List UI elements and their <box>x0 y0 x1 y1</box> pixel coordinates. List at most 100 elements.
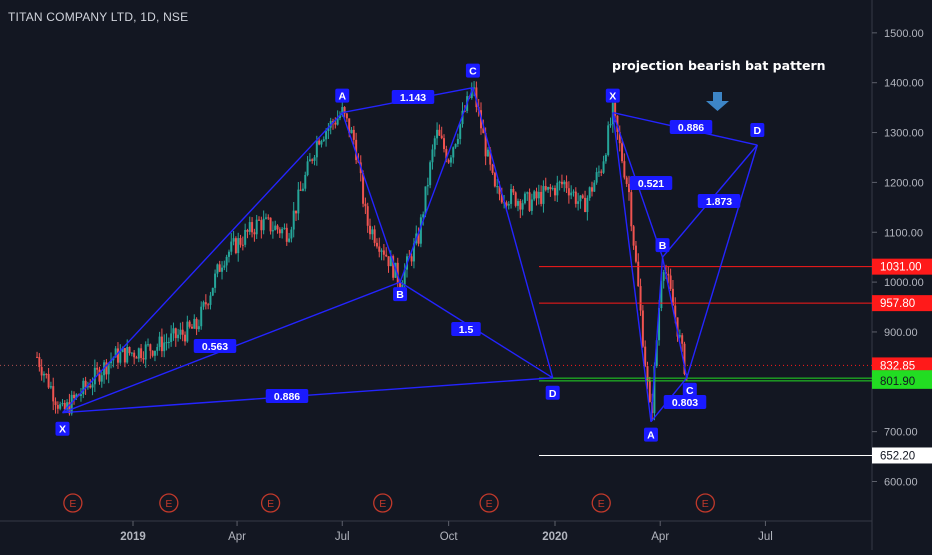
candle-body <box>295 210 298 214</box>
candle-body <box>49 386 52 388</box>
candle-body <box>577 201 580 204</box>
candle-body <box>100 375 103 382</box>
pattern-1-point-marker[interactable] <box>335 88 350 103</box>
time-tick-label: 2019 <box>120 531 146 543</box>
earnings-event-icon[interactable] <box>479 493 499 513</box>
candle-body <box>343 107 346 114</box>
pattern-annotation: projection bearish bat pattern <box>612 58 826 73</box>
candle-body <box>276 225 279 230</box>
price-tick-label: 1000.00 <box>884 277 924 289</box>
candle-body <box>56 405 59 409</box>
pattern-1-ratio-box[interactable] <box>391 90 435 104</box>
candle-body <box>600 171 603 173</box>
candle-body <box>588 187 591 198</box>
candle-body <box>288 238 291 242</box>
candle-body <box>355 139 358 161</box>
candle-body <box>174 328 177 339</box>
price-tick-label: 1500.00 <box>884 28 924 40</box>
candle-body <box>137 348 140 359</box>
pattern-1-point-marker[interactable] <box>465 63 480 78</box>
pattern-2-ratio-box[interactable] <box>663 395 707 409</box>
pattern-2-point-marker[interactable] <box>655 238 670 253</box>
pattern-2-leg <box>612 112 652 422</box>
candle-body <box>267 217 270 219</box>
pattern-2-ratio-box[interactable] <box>629 176 673 190</box>
candle-body <box>523 193 526 204</box>
pattern-2-point-marker[interactable] <box>750 123 765 138</box>
pattern-1-ratio-box[interactable] <box>265 389 309 403</box>
earnings-event-icon[interactable] <box>373 493 393 513</box>
candle-body <box>646 366 649 381</box>
pattern-2-ratio-box[interactable] <box>697 194 741 208</box>
candle-body <box>369 225 372 235</box>
pattern-2-point-marker[interactable] <box>643 427 658 442</box>
candle-body <box>618 131 621 144</box>
candle-body <box>170 333 173 342</box>
earnings-event-icon[interactable] <box>695 493 715 513</box>
candle-body <box>75 394 78 398</box>
candle-body <box>311 159 314 161</box>
candle-body <box>378 246 381 252</box>
candle-body <box>572 191 575 193</box>
candle-body <box>551 188 554 190</box>
candle-body <box>214 273 217 288</box>
pattern-2-point-marker[interactable] <box>682 382 697 397</box>
pattern-2-point-marker[interactable] <box>605 88 620 103</box>
candle-body <box>489 149 492 165</box>
candle-body <box>639 286 642 311</box>
candle-body <box>133 352 136 358</box>
candle-body <box>308 159 311 162</box>
candle-body <box>517 201 520 206</box>
candle-body <box>320 141 323 145</box>
pattern-1-point-marker[interactable] <box>545 385 560 400</box>
candle-body <box>634 245 637 262</box>
candle-body <box>563 181 566 185</box>
pattern-2-ratio-box[interactable] <box>669 120 713 134</box>
candle-body <box>530 199 533 211</box>
price-level-label: 801.90 <box>880 376 915 388</box>
candle-body <box>443 138 446 150</box>
candle-body <box>498 186 501 195</box>
candle-body <box>533 191 536 200</box>
candle-body <box>204 302 207 305</box>
candle-body <box>269 217 272 232</box>
candle-body <box>452 147 455 158</box>
pattern-1-point-label: A <box>338 91 346 103</box>
pattern-1-point-marker[interactable] <box>55 421 70 436</box>
pattern-1-point-marker[interactable] <box>393 287 408 302</box>
candle-body <box>216 264 219 274</box>
candle-body <box>537 191 540 199</box>
candle-body <box>510 189 513 204</box>
earnings-event-label: E <box>165 498 172 510</box>
earnings-event-icon[interactable] <box>159 493 179 513</box>
candle-body <box>644 346 647 367</box>
candle-body <box>674 305 677 318</box>
candle-body <box>239 238 242 245</box>
pattern-2-point-label: C <box>686 385 694 397</box>
candle-body <box>209 295 212 305</box>
candle-body <box>373 229 376 243</box>
price-tick-label: 1300.00 <box>884 128 924 140</box>
pattern-2-point-label: X <box>609 91 616 103</box>
candle-body <box>345 113 348 119</box>
earnings-event-icon[interactable] <box>260 493 281 513</box>
time-tick-label: Jul <box>335 531 350 543</box>
candle-body <box>484 133 487 157</box>
candle-body <box>655 340 658 366</box>
candle-body <box>334 122 337 125</box>
pattern-1-ratio-box[interactable] <box>451 322 481 336</box>
candle-body <box>658 308 661 341</box>
pattern-1-ratio-box[interactable] <box>193 339 237 353</box>
pattern-1-point-label: C <box>469 66 477 78</box>
earnings-event-icon[interactable] <box>591 493 611 513</box>
candle-body <box>223 265 226 268</box>
candle-body <box>135 357 138 359</box>
earnings-event-icon[interactable] <box>63 493 83 513</box>
candle-body <box>128 346 131 354</box>
candle-body <box>93 367 96 385</box>
pattern-1-ratio-label: 1.5 <box>459 324 474 336</box>
price-level-badge <box>872 447 932 464</box>
candle-body <box>241 244 244 246</box>
